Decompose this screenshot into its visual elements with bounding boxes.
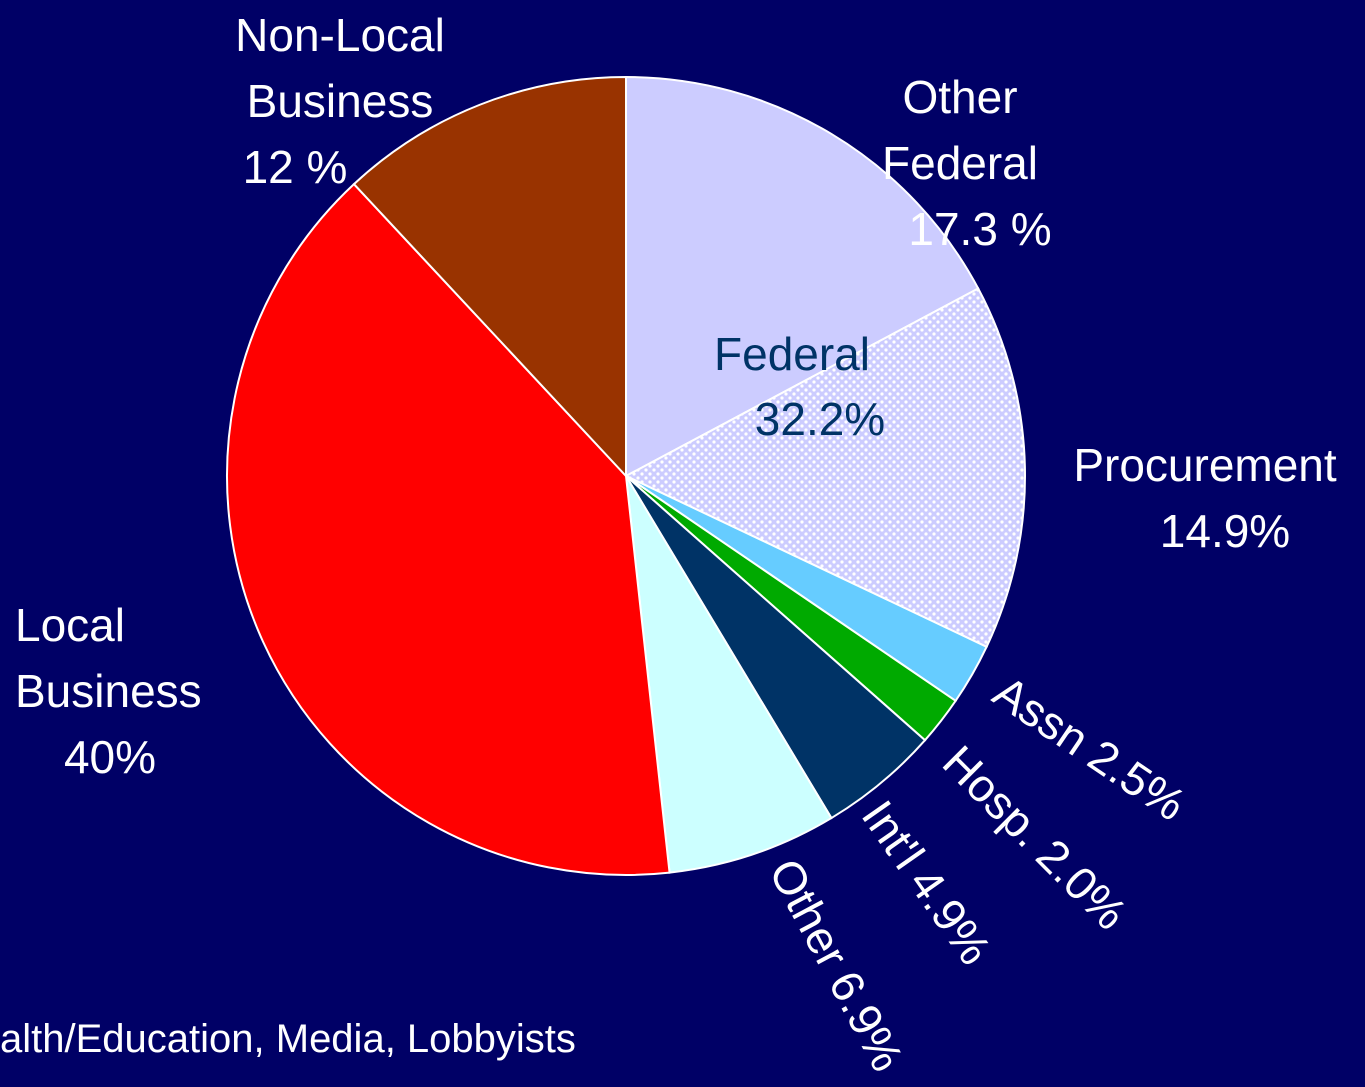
category-label: Assn bbox=[984, 665, 1098, 765]
footnote: alth/Education, Media, Lobbyists bbox=[0, 1017, 576, 1061]
value-label: 4.9% bbox=[899, 858, 1002, 974]
category-label: Procurement bbox=[1073, 439, 1337, 491]
pie-slice bbox=[623, 287, 1026, 649]
category-label: Other Federal bbox=[882, 71, 1038, 189]
annotation-value: 32.2% bbox=[755, 393, 885, 445]
pie-slice bbox=[226, 182, 671, 876]
category-label: Int'l bbox=[852, 791, 935, 878]
value-label: 17.3 % bbox=[908, 203, 1051, 255]
annotation: Federal bbox=[714, 328, 870, 380]
value-label: 40% bbox=[64, 731, 156, 783]
value-label: 2.5% bbox=[1079, 729, 1195, 831]
value-label: 2.0% bbox=[1026, 829, 1137, 940]
category-label: Non-Local Business bbox=[235, 9, 445, 127]
value-label: 12 % bbox=[243, 141, 348, 193]
category-label: Hosp. bbox=[933, 735, 1055, 857]
slice-label: Int'l4.9% bbox=[852, 791, 1002, 974]
pie-slice bbox=[625, 75, 980, 478]
pie-slice bbox=[625, 475, 833, 874]
value-label: 6.9% bbox=[819, 962, 914, 1079]
category-label: Other bbox=[759, 850, 859, 976]
value-label: 14.9% bbox=[1160, 505, 1290, 557]
category-label: Local Business bbox=[15, 599, 202, 717]
pie-slice bbox=[352, 75, 627, 479]
